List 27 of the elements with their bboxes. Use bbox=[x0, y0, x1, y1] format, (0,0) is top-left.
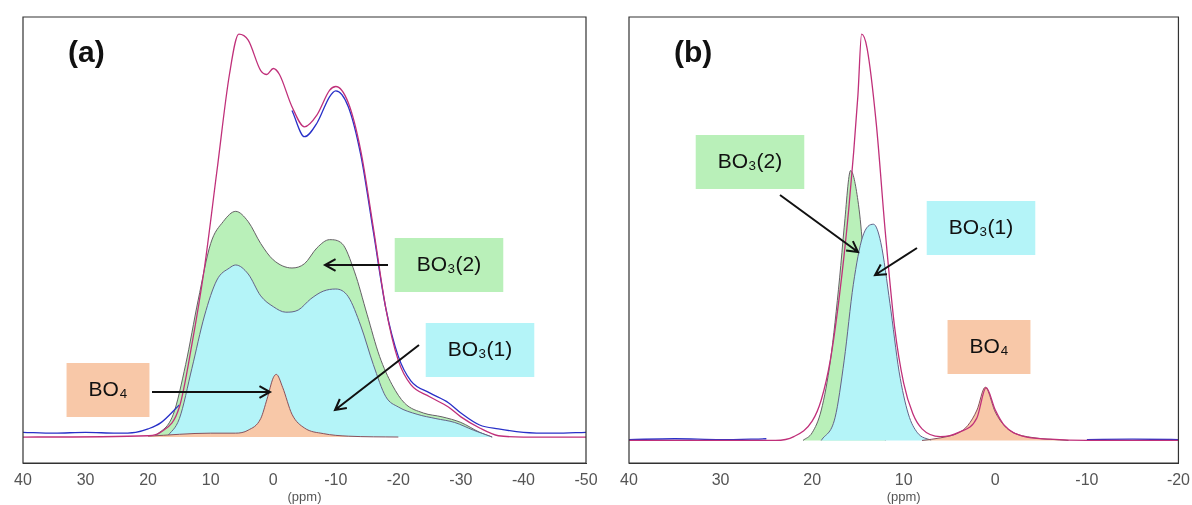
chart-title: (a) bbox=[68, 35, 105, 69]
x-tick-label: -30 bbox=[449, 471, 473, 489]
x-tick-label: -40 bbox=[511, 471, 536, 489]
text: BO₃(2) bbox=[717, 148, 783, 172]
x-tick-label: 20 bbox=[139, 471, 158, 489]
x-tick-label: 40 bbox=[14, 471, 32, 489]
text: BO₃(2) bbox=[416, 251, 482, 275]
series-label: BO₄ bbox=[88, 376, 128, 400]
x-tick-label: 0 bbox=[990, 471, 1000, 489]
x-tick-label: 30 bbox=[76, 471, 95, 489]
x-axis-title: (ppm) bbox=[886, 488, 921, 504]
chart-title: (b) bbox=[674, 35, 713, 69]
x-tick-label: -50 bbox=[574, 471, 598, 489]
x-tick-label: 0 bbox=[268, 471, 278, 489]
x-tick-label: 40 bbox=[620, 471, 638, 489]
text: BO₃(1) bbox=[948, 214, 1014, 238]
text: BO₃(1) bbox=[447, 336, 513, 360]
x-tick-label: 20 bbox=[803, 471, 822, 489]
x-tick-label: -10 bbox=[324, 471, 348, 489]
series-label: BO₄ bbox=[969, 333, 1009, 357]
x-tick-label: 10 bbox=[894, 471, 913, 489]
x-tick-label: -20 bbox=[386, 471, 410, 489]
x-tick-label: -10 bbox=[1075, 471, 1099, 489]
x-axis-title: (ppm) bbox=[287, 488, 322, 504]
x-tick-label: 10 bbox=[201, 471, 220, 489]
x-tick-label: -20 bbox=[1166, 471, 1191, 489]
x-tick-label: 30 bbox=[711, 471, 730, 489]
